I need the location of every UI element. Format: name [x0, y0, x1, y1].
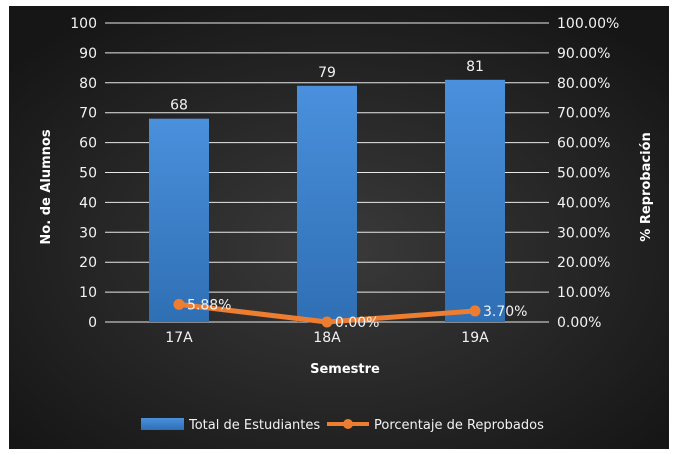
line-data-label: 5.88%: [187, 297, 231, 313]
combo-chart: 0 10 20 30 40 50 60 70 80 90 100 0.00% 10.00% 20.00%…: [9, 6, 669, 449]
y2-tick-label: 20.00%: [557, 255, 610, 271]
line-point: [321, 316, 333, 328]
y-axis-right: 0.00% 10.00% 20.00% 30.00% 40.00% 50.00% 60.00…: [557, 16, 619, 331]
bar-data-label: 68: [170, 98, 188, 114]
x-tick-label: 18A: [313, 330, 341, 346]
legend-line-label: Porcentaje de Reprobados: [374, 418, 544, 433]
bar: [297, 85, 357, 322]
y-tick-label: 80: [79, 76, 97, 92]
line-point: [469, 305, 481, 317]
bar: [149, 118, 209, 323]
y2-tick-label: 100.00%: [557, 16, 619, 32]
x-tick-label: 19A: [461, 330, 489, 346]
bar-data-label: 81: [466, 59, 484, 75]
line-data-label: 0.00%: [335, 315, 379, 331]
x-axis: 17A 18A 19A: [165, 330, 489, 346]
y2-tick-label: 10.00%: [557, 285, 610, 301]
y-axis-left-title: No. de Alumnos: [39, 129, 54, 244]
chart-frame: 0 10 20 30 40 50 60 70 80 90 100 0.00% 10.00% 20.00%…: [9, 6, 669, 449]
y-axis-right-title: % Reprobación: [639, 132, 654, 241]
y-tick-label: 40: [79, 195, 97, 211]
y-tick-label: 20: [79, 255, 97, 271]
bar-series: 68 79 81: [149, 59, 505, 323]
y2-tick-label: 30.00%: [557, 225, 610, 241]
x-tick-label: 17A: [165, 330, 193, 346]
bar-data-label: 79: [318, 65, 336, 81]
bar: [445, 79, 505, 322]
line-series: 5.88% 0.00% 3.70%: [173, 297, 527, 331]
y-tick-label: 10: [79, 285, 97, 301]
y2-tick-label: 60.00%: [557, 136, 610, 152]
line-point: [173, 298, 185, 310]
legend: Total de Estudiantes Porcentaje de Repro…: [141, 418, 544, 433]
y2-tick-label: 90.00%: [557, 46, 610, 62]
y-axis-left: 0 10 20 30 40 50 60 70 80 90 100: [70, 16, 97, 331]
y-tick-label: 30: [79, 225, 97, 241]
y-tick-label: 50: [79, 166, 97, 182]
x-axis-title: Semestre: [310, 362, 380, 377]
y2-tick-label: 50.00%: [557, 166, 610, 182]
y2-tick-label: 0.00%: [557, 315, 601, 331]
legend-bar-swatch: [141, 418, 184, 430]
legend-line-marker: [343, 419, 353, 429]
y-tick-label: 100: [70, 16, 97, 32]
line-data-label: 3.70%: [483, 304, 527, 320]
y2-tick-label: 40.00%: [557, 195, 610, 211]
y-tick-label: 90: [79, 46, 97, 62]
y-tick-label: 0: [88, 315, 97, 331]
legend-bar-label: Total de Estudiantes: [188, 418, 320, 433]
y-tick-label: 70: [79, 106, 97, 122]
y-tick-label: 60: [79, 136, 97, 152]
y2-tick-label: 70.00%: [557, 106, 610, 122]
y2-tick-label: 80.00%: [557, 76, 610, 92]
